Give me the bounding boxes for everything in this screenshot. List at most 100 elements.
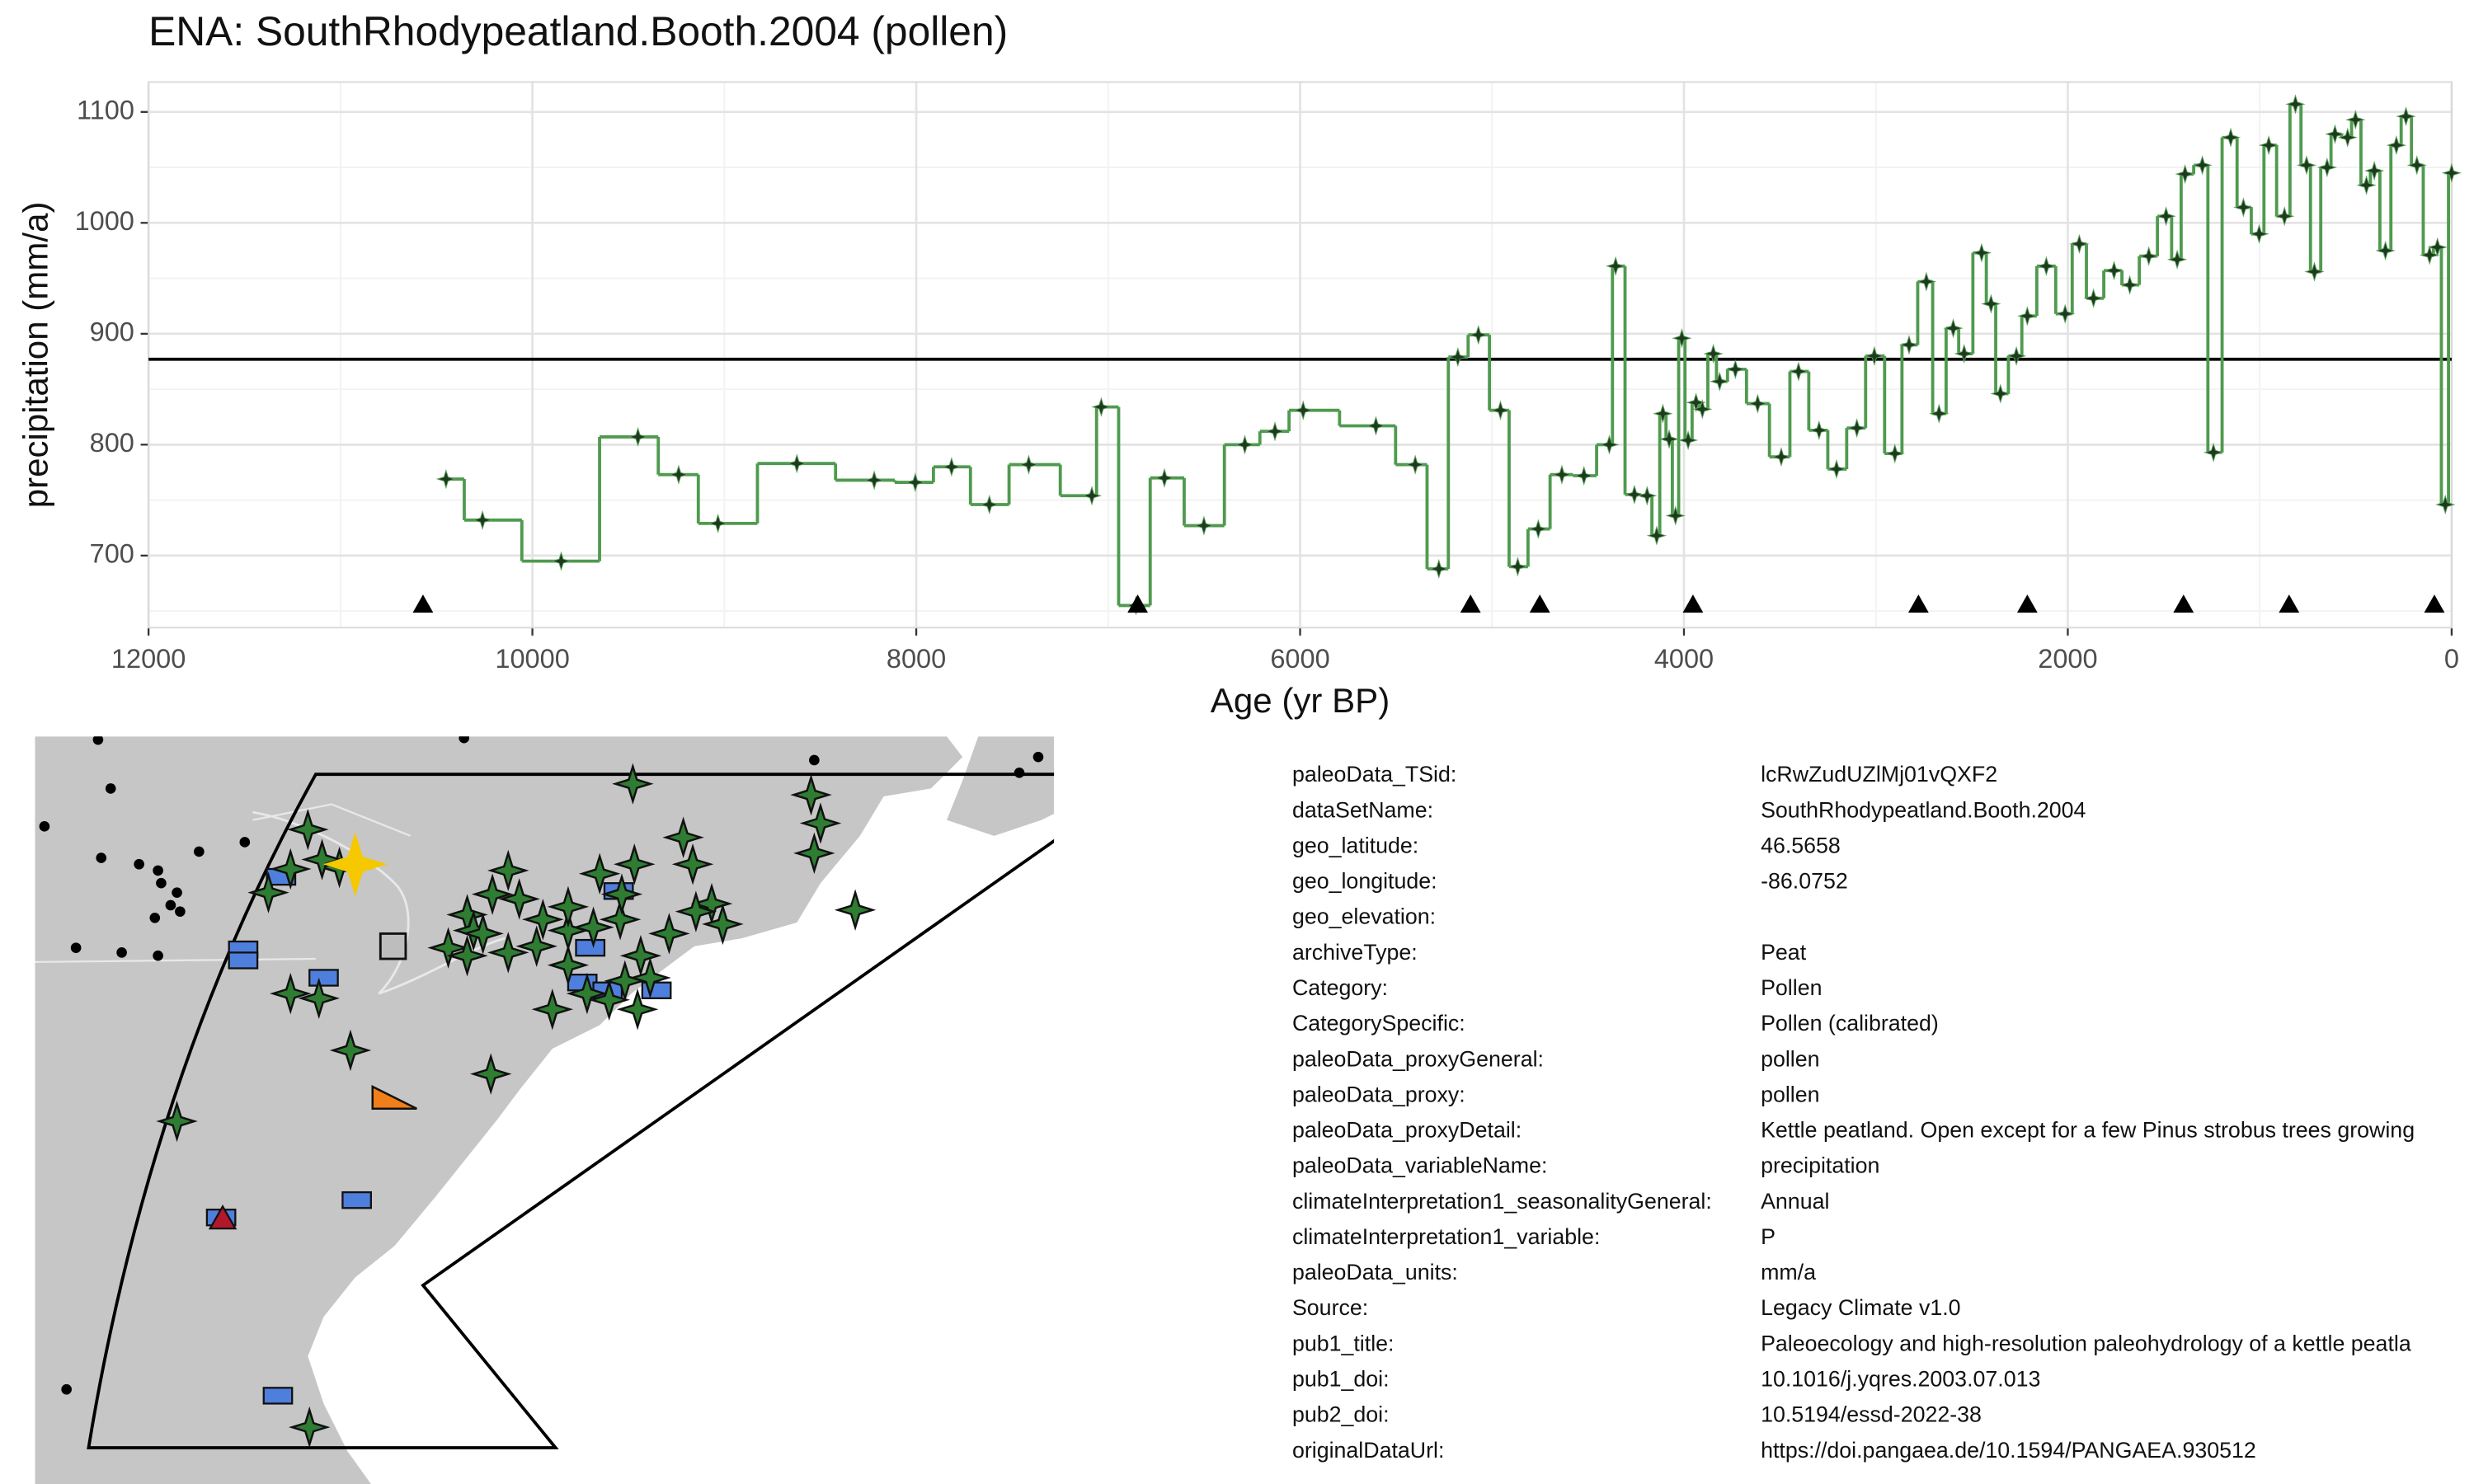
plot-panel: 12000 10000 8000 6000 4000 2000 0 700 800 900 1000… <box>75 81 2462 674</box>
metadata-value: Pollen (calibrated) <box>1761 1011 1939 1036</box>
data-point <box>905 472 926 493</box>
site-dot <box>165 899 176 911</box>
site-marker <box>208 1205 238 1230</box>
data-point <box>1428 558 1449 580</box>
metadata-value: 10.5194/essd-2022-38 <box>1761 1402 1982 1427</box>
site-dot <box>105 783 116 794</box>
data-point <box>1898 335 1920 355</box>
data-point <box>941 457 962 477</box>
metadata-value: precipitation <box>1761 1153 1879 1178</box>
x-tick-label: 12000 <box>111 644 186 674</box>
chronology-control-point <box>412 594 434 613</box>
metadata-value: Annual <box>1761 1189 1829 1214</box>
data-point <box>1692 399 1713 420</box>
map <box>35 736 1055 1484</box>
site-marker <box>371 1084 417 1110</box>
data-point <box>1826 458 1847 480</box>
data-point <box>1916 271 1937 292</box>
chronology-control-point <box>2279 594 2300 613</box>
chronology-control-point <box>1682 594 1704 613</box>
site-dot <box>153 950 163 961</box>
chronology-control-point <box>1460 594 1481 613</box>
data-point <box>1653 403 1673 424</box>
data-point <box>2325 124 2345 144</box>
data-point <box>1665 505 1686 526</box>
x-tick-label: 8000 <box>887 644 946 674</box>
metadata-value: Kettle peatland. Open except for a few P… <box>1761 1118 2415 1143</box>
site-marker <box>228 951 259 970</box>
data-point <box>2166 249 2188 270</box>
study-region <box>87 773 1055 1449</box>
chart-title: ENA: SouthRhodypeatland.Booth.2004 (poll… <box>148 8 1008 54</box>
data-point <box>2203 442 2224 463</box>
x-tick-label: 0 <box>2444 644 2459 674</box>
data-point <box>1747 393 1768 414</box>
data-point <box>1864 345 1884 366</box>
chronology-control-point <box>2424 594 2445 613</box>
chronology-control-point <box>2173 594 2194 613</box>
metadata-key: geo_elevation: <box>1292 904 1436 929</box>
site-marker <box>341 1190 372 1209</box>
x-tick-label: 6000 <box>1270 644 1329 674</box>
metadata-value: Paleoecology and high-resolution paleohy… <box>1761 1331 2411 1355</box>
data-point <box>2435 494 2456 515</box>
data-point <box>2017 306 2038 326</box>
site-dot <box>175 906 186 917</box>
y-axis-label: precipitation (mm/a) <box>16 201 54 508</box>
site-dot <box>459 736 470 744</box>
data-point <box>2249 223 2269 244</box>
x-tick-label: 2000 <box>2038 644 2097 674</box>
chronology-control-point <box>1127 594 1149 613</box>
site-dot <box>134 858 144 870</box>
metadata-key: geo_longitude: <box>1292 869 1437 894</box>
data-point <box>1573 465 1594 486</box>
data-point <box>1646 525 1667 546</box>
metadata-key: paleoData_variableName: <box>1292 1153 1547 1178</box>
data-point <box>2386 135 2407 156</box>
data-point <box>2363 160 2385 181</box>
x-tick-label: 4000 <box>1654 644 1714 674</box>
metadata-key: paleoData_proxyGeneral: <box>1292 1046 1544 1071</box>
data-point <box>2175 163 2195 185</box>
data-point <box>1788 361 1809 382</box>
x-tick-label: 10000 <box>495 644 569 674</box>
data-point <box>1710 371 1730 392</box>
data-point <box>2337 127 2358 148</box>
site-dot <box>156 877 167 889</box>
metadata-key: dataSetName: <box>1292 797 1433 822</box>
data-point <box>1193 515 1215 536</box>
site-dot <box>96 852 107 863</box>
data-point <box>1081 486 1103 506</box>
data-point <box>2304 261 2325 282</box>
site-dot <box>809 754 820 766</box>
data-point <box>2274 206 2295 227</box>
data-point <box>2156 206 2176 227</box>
data-point <box>472 510 493 530</box>
data-point <box>2036 256 2057 276</box>
data-point <box>1624 484 1645 505</box>
site-dot <box>194 846 205 857</box>
data-point <box>2233 197 2254 218</box>
site-dot <box>116 947 127 958</box>
site-marker <box>379 932 407 960</box>
metadata-value: -86.0752 <box>1761 869 1848 894</box>
land-maritimes <box>947 736 1055 836</box>
metadata-value: mm/a <box>1761 1260 1816 1284</box>
metadata-key: climateInterpretation1_seasonalityGenera… <box>1292 1189 1712 1214</box>
data-point <box>1599 434 1620 455</box>
data-point <box>1677 430 1699 451</box>
data-point <box>1018 454 1039 475</box>
data-point <box>1771 447 1792 467</box>
metadata-table: paleoData_TSid: lcRwZudUZlMj01vQXF2 dataSe… <box>1292 762 2415 1463</box>
data-point <box>1468 325 1489 345</box>
metadata-value: P <box>1761 1224 1776 1249</box>
data-point <box>1703 343 1724 364</box>
plot-border <box>148 81 2453 629</box>
data-point <box>2192 155 2213 176</box>
data-point <box>1981 294 2001 314</box>
site-dot <box>153 865 163 876</box>
data-point <box>1091 397 1112 417</box>
metadata-key: pub1_doi: <box>1292 1366 1390 1391</box>
